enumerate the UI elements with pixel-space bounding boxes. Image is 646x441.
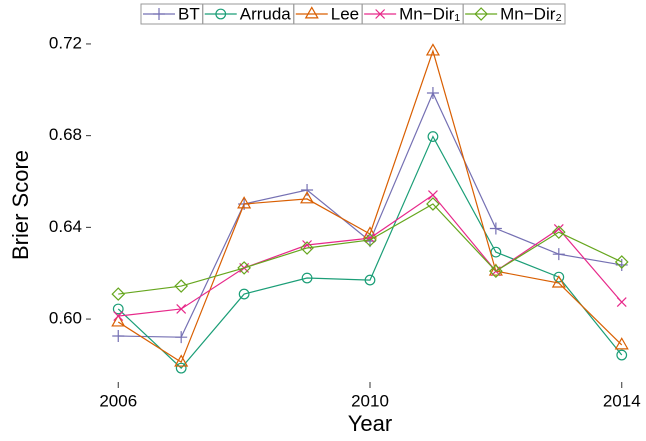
point-marker [300,241,314,255]
point-marker [175,331,188,344]
legend-box [462,3,566,25]
point-marker [428,190,438,200]
series-line [118,194,623,317]
point-marker [364,235,376,248]
legend-label: Lee [331,4,359,23]
legend-marker [304,6,319,19]
point-marker [301,272,313,284]
legend-label: Mn−Dir₂ [500,4,562,23]
point-marker [553,224,564,234]
point-marker [237,261,251,275]
legend: BT Arruda Lee Mn−Dir₁ Mn−Dir₂ [140,3,566,25]
point-marker [552,248,565,261]
point-marker [614,337,629,350]
point-marker [365,233,375,244]
y-tick-label: 0.72 [49,33,82,52]
point-marker [551,225,566,240]
x-tick-label: 2006 [99,391,137,410]
legend-item: Arruda [202,3,295,25]
point-marker [175,362,187,374]
y-axis-title: Brier Score [8,150,33,260]
point-marker [615,258,628,271]
y-tick-label: 0.60 [49,309,82,328]
point-marker [174,354,189,367]
legend-marker [474,7,488,21]
point-marker [237,196,252,209]
y-tick-label: 0.64 [49,217,82,236]
point-marker [113,311,124,322]
point-marker [174,279,189,293]
legend-label: BT [178,4,200,23]
point-marker [426,197,440,211]
point-marker [426,87,439,100]
point-marker [489,264,503,278]
point-marker [363,233,377,247]
legend-marker [215,8,227,20]
point-marker [111,314,126,327]
series-line [117,49,623,364]
point-marker [616,297,627,308]
legend-item: Mn−Dir₂ [462,3,566,25]
point-marker [551,275,566,288]
point-marker [490,246,502,258]
point-marker [427,131,439,142]
point-marker [238,288,250,300]
legend-item: BT [140,3,204,25]
x-tick-label: 2014 [603,391,641,410]
legend-label: Mn−Dir₁ [399,4,460,23]
legend-item: Lee [293,3,363,25]
point-marker [489,222,502,235]
y-tick-label: 0.68 [49,125,82,144]
point-marker [616,349,628,361]
point-marker [300,191,315,204]
series-line [117,135,623,369]
point-marker [425,43,440,56]
series-line [118,203,623,295]
legend-marker [153,8,165,20]
point-marker [301,183,314,196]
legend-label: Arruda [240,4,292,23]
point-marker [111,287,126,301]
legend-item: Mn−Dir₁ [361,3,464,25]
point-marker [112,330,125,343]
point-marker [176,304,187,314]
x-axis-title: Year [348,411,392,436]
point-marker [614,255,629,269]
legend-marker [375,9,386,19]
x-tick-label: 2010 [351,391,389,410]
point-marker [364,274,376,286]
